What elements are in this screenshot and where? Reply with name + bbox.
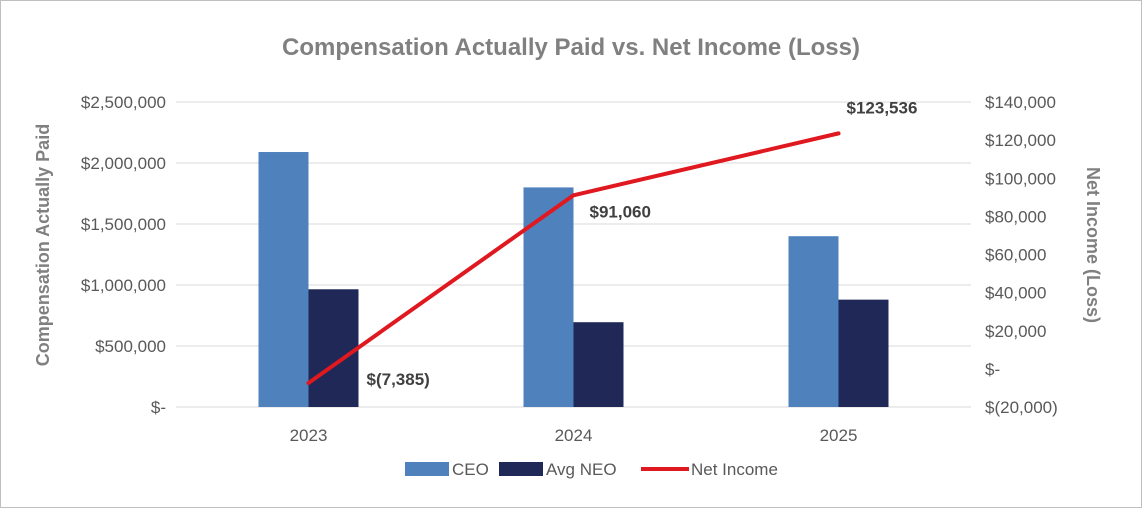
legend-label-ceo: CEO bbox=[452, 460, 489, 479]
bar-avg-neo bbox=[308, 289, 359, 407]
y-tick-label: $500,000 bbox=[95, 337, 166, 356]
net-income-data-label: $91,060 bbox=[590, 202, 651, 221]
y2-tick-label: $40,000 bbox=[985, 284, 1046, 303]
y2-tick-label: $80,000 bbox=[985, 207, 1046, 226]
chart-title: Compensation Actually Paid vs. Net Incom… bbox=[282, 34, 860, 61]
left-axis-ticks: $- $500,000 $1,000,000 $1,500,000 $2,000,000… bbox=[81, 93, 166, 417]
y2-axis-title: Net Income (Loss) bbox=[1083, 167, 1103, 323]
net-income-data-label: $(7,385) bbox=[367, 370, 430, 389]
legend-label-net-income: Net Income bbox=[691, 460, 778, 479]
bar-ceo bbox=[788, 236, 839, 407]
y2-tick-label: $20,000 bbox=[985, 322, 1046, 341]
bar-ceo bbox=[258, 152, 309, 407]
y-axis-title: Compensation Actually Paid bbox=[33, 124, 53, 366]
bar-avg-neo bbox=[573, 322, 624, 407]
y-tick-label: $1,000,000 bbox=[81, 276, 166, 295]
net-income-line bbox=[306, 131, 841, 385]
y2-tick-label: $60,000 bbox=[985, 246, 1046, 265]
line-series: $(7,385) $91,060 $123,536 bbox=[306, 98, 918, 389]
y2-tick-label: $- bbox=[985, 360, 1000, 379]
y-tick-label: $2,500,000 bbox=[81, 93, 166, 112]
x-axis-ticks: 2023 2024 2025 bbox=[290, 426, 858, 445]
x-tick-label: 2024 bbox=[555, 426, 593, 445]
bar-avg-neo bbox=[838, 299, 889, 407]
legend-swatch-avg-neo bbox=[499, 462, 543, 476]
legend-label-avg-neo: Avg NEO bbox=[546, 460, 617, 479]
right-axis-ticks: $(20,000) $- $20,000 $40,000 $60,000 $80,000 $… bbox=[985, 93, 1058, 417]
legend-swatch-ceo bbox=[405, 462, 449, 476]
y-tick-label: $1,500,000 bbox=[81, 215, 166, 234]
net-income-data-label: $123,536 bbox=[847, 98, 918, 117]
y-tick-label: $- bbox=[151, 398, 166, 417]
y2-tick-label: $120,000 bbox=[985, 131, 1056, 150]
x-tick-label: 2025 bbox=[820, 426, 858, 445]
y-tick-label: $2,000,000 bbox=[81, 154, 166, 173]
y2-tick-label: $140,000 bbox=[985, 93, 1056, 112]
bar-series bbox=[258, 152, 889, 407]
legend: CEO Avg NEO Net Income bbox=[405, 460, 778, 479]
x-tick-label: 2023 bbox=[290, 426, 328, 445]
bar-ceo bbox=[523, 187, 574, 407]
y2-tick-label: $100,000 bbox=[985, 169, 1056, 188]
y2-tick-label: $(20,000) bbox=[985, 398, 1058, 417]
